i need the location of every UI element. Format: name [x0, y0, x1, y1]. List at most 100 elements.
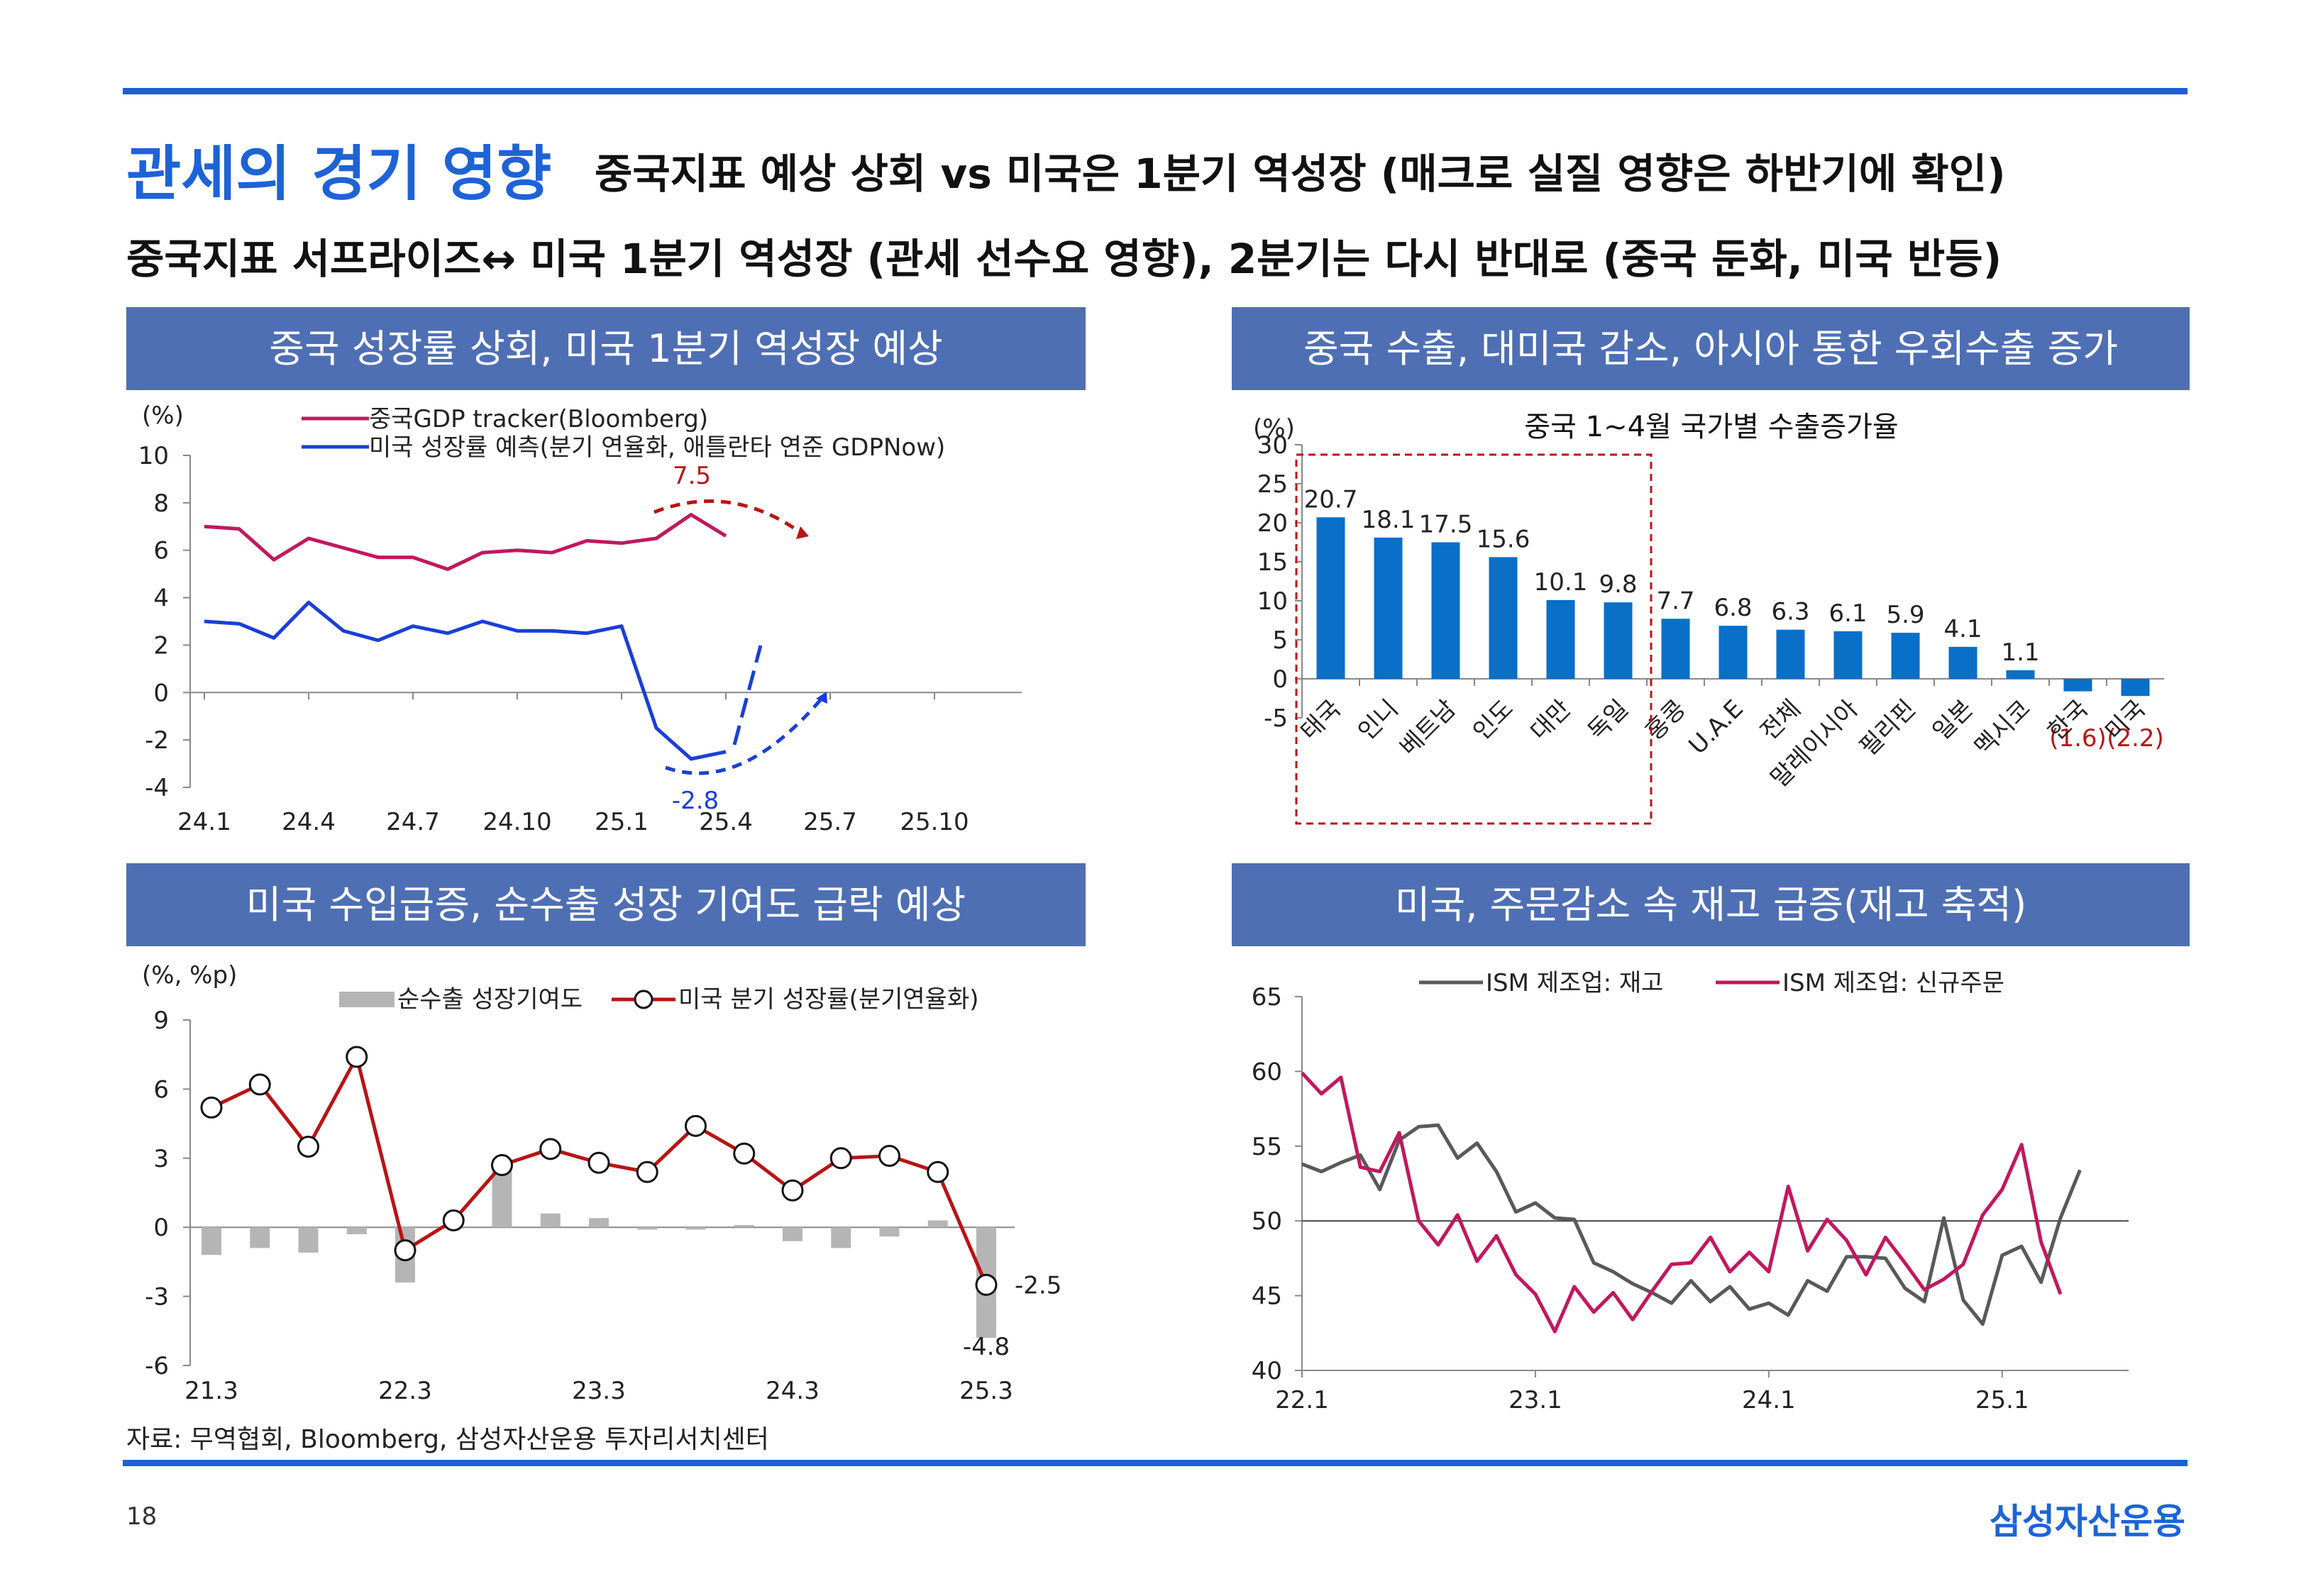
y-tick-label: 30 [1257, 431, 1288, 460]
x-tick-label: 24.4 [282, 808, 336, 836]
line-marker-1 [200, 1096, 223, 1119]
line-marker-10 [636, 1160, 658, 1183]
bar-10 [637, 1227, 658, 1230]
category-label-7: 홍콩 [1640, 694, 1692, 746]
bar-7 [1661, 619, 1690, 679]
legend-label-1: ISM 제조업: 재고 [1486, 969, 1663, 997]
x-tick-label: 24.3 [766, 1377, 820, 1405]
bar-11 [685, 1227, 706, 1230]
y-tick-label: 3 [153, 1145, 169, 1173]
chart-us-net-exports: (%, %p) 9 6 3 0 -3 -6 21.3 22.3 23.3 24.3 25.3 -2.5 -… [142, 961, 1061, 1405]
x-tick-label: 25.7 [803, 808, 857, 836]
line-marker-4 [346, 1046, 368, 1068]
y-tick-label: 6 [153, 1075, 169, 1104]
category-label-8: U.A.E [1683, 694, 1748, 760]
bar-5 [1546, 599, 1575, 679]
y-tick-label: 60 [1252, 1058, 1282, 1086]
bar-9 [1776, 629, 1805, 679]
y-tick-label: 15 [1257, 548, 1288, 577]
category-label-4: 인도 [1467, 694, 1519, 746]
y-tick-label: 2 [153, 631, 169, 660]
x-tick-label: 24.1 [1742, 1386, 1796, 1414]
data-label-15: (2.2) [2107, 724, 2164, 753]
brand-logo: 삼성자산운용 [1990, 1501, 2185, 1542]
y-tick-label: 25 [1257, 470, 1288, 499]
data-label-5: 10.1 [1534, 568, 1588, 597]
line-marker-17 [975, 1273, 998, 1296]
x-tick-label: 25.3 [959, 1377, 1013, 1405]
line-marker-14 [829, 1147, 852, 1170]
y-tick-label: 10 [138, 442, 169, 470]
y-tick-label: 0 [153, 1214, 169, 1242]
series-line-2 [1301, 1071, 2063, 1334]
data-label-7: 7.7 [1656, 587, 1694, 615]
page-number: 18 [126, 1502, 158, 1531]
x-tick-label: 25.1 [595, 808, 649, 836]
data-label-13: 1.1 [2001, 638, 2039, 667]
panel4-header: 미국, 주문감소 속 재고 급증(재고 축적) [1232, 863, 2190, 946]
data-label-1: 20.7 [1304, 485, 1358, 514]
data-label-10: 6.1 [1828, 599, 1867, 628]
line-marker-8 [539, 1138, 562, 1160]
chart-growth-forecast: 10 8 6 4 2 0 -2 -4 (%) 24.1 24.4 24.7 24.10 25.1 25.4 2… [138, 401, 1022, 836]
panel1-header: 중국 성장률 상회, 미국 1분기 역성장 예상 [126, 307, 1086, 390]
x-tick-label: 24.7 [386, 808, 440, 836]
bar-16 [927, 1220, 948, 1228]
bar-10 [1833, 631, 1863, 679]
line-marker-11 [685, 1114, 707, 1137]
data-label-9: 6.3 [1771, 598, 1809, 626]
end-label-bar: -4.8 [963, 1333, 1010, 1361]
annotation-peak: 7.5 [673, 462, 711, 490]
series-line-2 [204, 600, 727, 761]
series-line-1 [204, 513, 727, 571]
page-subtitle: 중국지표 예상 상회 vs 미국은 1분기 역성장 (매크로 실질 영향은 하반… [595, 150, 2006, 198]
category-label-12: 일본 [1927, 694, 1979, 746]
category-label-6: 독일 [1582, 694, 1634, 746]
x-tick-label: 22.3 [378, 1377, 432, 1405]
y-tick-label: -6 [145, 1352, 169, 1380]
bar-9 [589, 1218, 609, 1228]
line-marker-16 [927, 1160, 949, 1183]
line-marker-9 [587, 1151, 610, 1174]
y-tick-label: 10 [1257, 587, 1288, 616]
x-tick-label: 22.1 [1275, 1386, 1329, 1414]
y-tick-label: 40 [1252, 1357, 1282, 1385]
y-tick-label: 50 [1252, 1207, 1282, 1236]
line-marker-12 [733, 1142, 756, 1165]
y-tick-label: -4 [145, 774, 169, 802]
y-tick-label: 6 [153, 537, 169, 565]
category-label-9: 전체 [1755, 694, 1806, 746]
page-summary: 중국지표 서프라이즈↔ 미국 1분기 역성장 (관세 선수요 영향), 2분기는… [126, 235, 2002, 283]
data-label-4: 15.6 [1477, 525, 1530, 553]
y-tick-label: 9 [153, 1007, 169, 1035]
bar-12 [1948, 646, 1977, 679]
top-rule [123, 88, 2188, 94]
data-label-11: 5.9 [1886, 601, 1924, 629]
chart-china-exports: 중국 1~4월 국가별 수출증가율 (%)30 25 20 15 10 5 0 -5 20.7 태국… [1253, 411, 2164, 825]
bar-2 [250, 1227, 270, 1248]
forecast-arrow-china [653, 499, 803, 536]
bar-7 [492, 1167, 512, 1228]
panel3-header: 미국 수입급증, 순수출 성장 기여도 급락 예상 [126, 863, 1086, 946]
legend-label-1: 중국GDP tracker(Bloomberg) [369, 405, 708, 433]
annotation-trough: -2.8 [672, 787, 719, 815]
line-marker-7 [491, 1154, 513, 1177]
legend-label-2: 미국 성장률 예측(분기 연율화, 애틀란타 연준 GDPNow) [369, 433, 945, 462]
data-label-6: 9.8 [1599, 570, 1637, 599]
bar-14 [2063, 679, 2092, 692]
y-tick-label: 55 [1252, 1133, 1282, 1161]
source-note: 자료: 무역협회, Bloomberg, 삼성자산운용 투자리서치센터 [126, 1425, 769, 1454]
y-tick-label: 4 [153, 584, 169, 613]
data-label-12: 4.1 [1943, 615, 1982, 643]
y-unit-label: (%, %p) [142, 961, 237, 990]
y-unit-label: (%) [1253, 414, 1295, 443]
y-tick-label: 8 [153, 489, 169, 518]
category-label-13: 멕시코 [1969, 694, 2036, 762]
data-label-3: 17.5 [1419, 511, 1473, 539]
bar-1 [202, 1227, 221, 1256]
chart-title: 중국 1~4월 국가별 수출증가율 [1524, 411, 1898, 443]
bar-8 [540, 1213, 561, 1228]
legend-marker-line [634, 990, 653, 1009]
